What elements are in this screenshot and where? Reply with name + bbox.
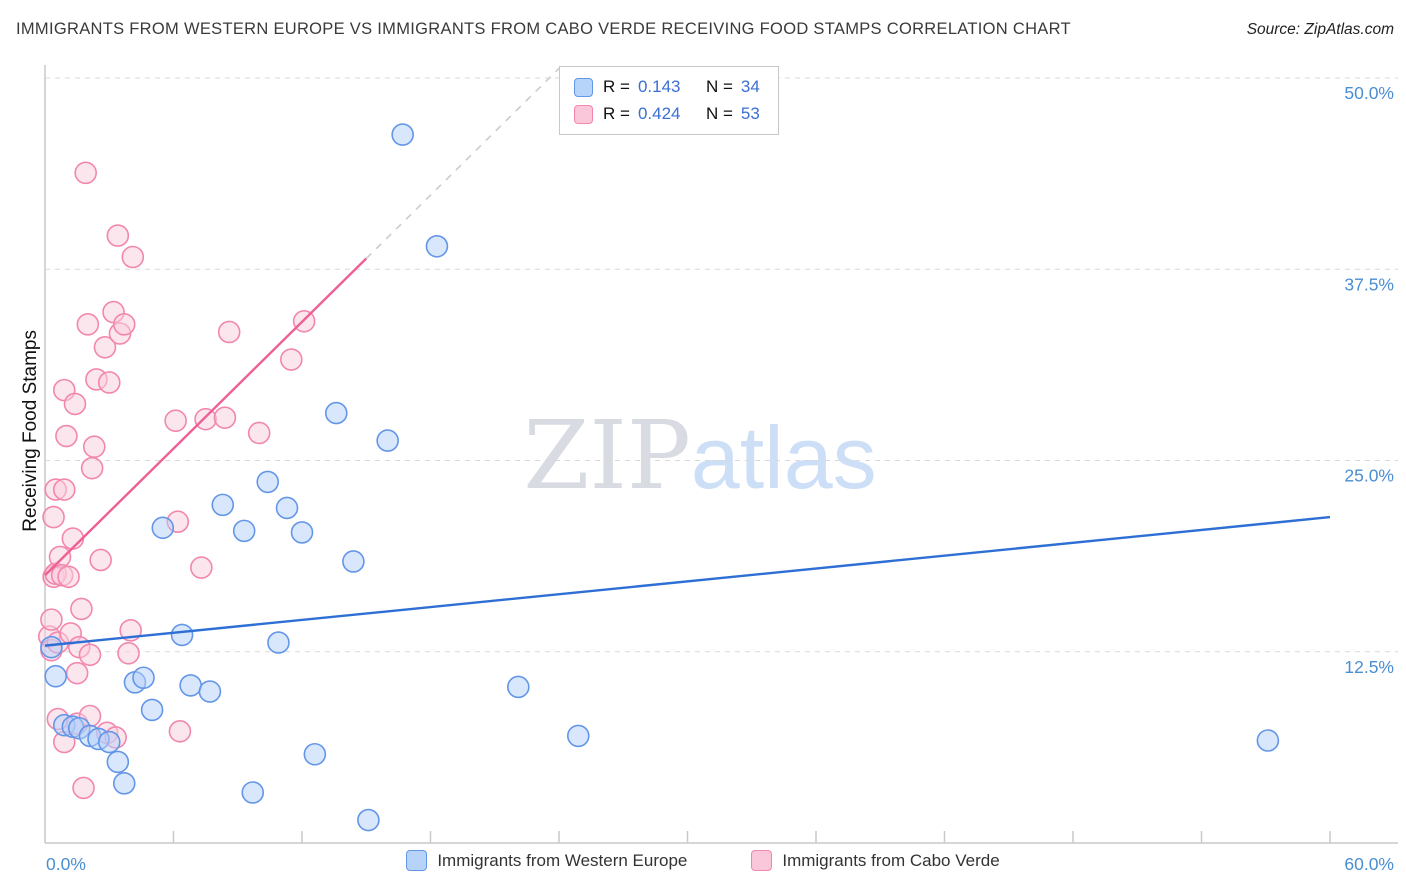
bottom-legend: Immigrants from Western Europe Immigrant… (0, 850, 1406, 871)
scatter-point-cabo-verde[interactable] (80, 456, 104, 480)
scatter-point-western-europe[interactable] (44, 664, 68, 688)
cabo-verde-swatch (751, 850, 773, 871)
scatter-point-cabo-verde[interactable] (52, 478, 76, 501)
scatter-point-western-europe[interactable] (170, 623, 194, 647)
scatter-point-western-europe[interactable] (132, 666, 155, 690)
trendline-cabo-verde (44, 257, 368, 577)
source-credit: Source: ZipAtlas.com (1246, 21, 1394, 38)
scatter-point-cabo-verde[interactable] (168, 720, 192, 743)
x-min-label: 0.0% (46, 854, 86, 874)
scatter-point-cabo-verde[interactable] (40, 608, 63, 631)
y-tick-label: 12.5% (1344, 657, 1394, 677)
y-tick-label: 50.0% (1344, 83, 1394, 103)
scatter-point-western-europe[interactable] (324, 401, 348, 425)
scatter-point-cabo-verde[interactable] (194, 407, 217, 431)
scatter-point-cabo-verde[interactable] (61, 527, 85, 550)
legend-box: R = 0.143 N = 34 R = 0.424 N = 53 (559, 66, 779, 135)
scatter-point-cabo-verde[interactable] (217, 320, 241, 344)
scatter-point-cabo-verde[interactable] (57, 565, 80, 589)
scatter-point-cabo-verde[interactable] (93, 335, 117, 359)
scatter-point-cabo-verde[interactable] (121, 245, 145, 269)
r-label: R = (603, 104, 630, 123)
scatter-point-western-europe[interactable] (267, 631, 290, 654)
n-label: N = (705, 104, 733, 123)
scatter-point-western-europe[interactable] (106, 750, 130, 774)
scatter-point-western-europe[interactable] (425, 235, 449, 258)
r-value-western-europe: 0.143 (637, 77, 681, 96)
scatter-point-cabo-verde[interactable] (82, 435, 106, 459)
n-label: N = (705, 77, 733, 96)
scatter-point-western-europe[interactable] (1256, 729, 1280, 752)
scatter-point-western-europe[interactable] (256, 470, 280, 494)
scatter-point-cabo-verde[interactable] (247, 421, 271, 445)
scatter-point-cabo-verde[interactable] (70, 597, 93, 621)
scatter-point-western-europe[interactable] (97, 730, 121, 754)
n-value-western-europe: 34 (740, 77, 760, 96)
legend-row-cabo-verde: R = 0.424 N = 53 (574, 104, 760, 124)
x-max-label: 60.0% (1344, 854, 1394, 874)
scatter-point-cabo-verde[interactable] (65, 661, 89, 685)
scatter-point-cabo-verde[interactable] (164, 409, 187, 433)
western-europe-swatch (406, 850, 428, 871)
scatter-point-cabo-verde[interactable] (190, 556, 213, 579)
r-value-cabo-verde: 0.424 (637, 104, 681, 123)
scatter-point-western-europe[interactable] (241, 781, 265, 804)
scatter-point-western-europe[interactable] (40, 635, 63, 659)
y-tick-label: 37.5% (1344, 274, 1394, 294)
bottom-legend-item-cabo-verde: Immigrants from Cabo Verde (751, 850, 1000, 871)
scatter-point-western-europe[interactable] (376, 429, 399, 452)
scatter-point-western-europe[interactable] (211, 493, 235, 517)
scatter-point-cabo-verde[interactable] (97, 371, 121, 394)
scatter-point-western-europe[interactable] (198, 680, 222, 703)
scatter-point-cabo-verde[interactable] (76, 313, 100, 336)
scatter-point-cabo-verde[interactable] (117, 641, 140, 665)
scatter-point-western-europe[interactable] (140, 698, 164, 722)
scatter-point-western-europe[interactable] (179, 674, 202, 697)
scatter-point-cabo-verde[interactable] (213, 406, 237, 429)
scatter-point-western-europe[interactable] (112, 772, 136, 795)
scatter-point-cabo-verde[interactable] (279, 348, 303, 371)
scatter-point-western-europe[interactable] (303, 742, 327, 766)
trendline-cabo-verde-extension (365, 63, 564, 260)
scatter-point-cabo-verde[interactable] (112, 313, 136, 336)
western-europe-swatch (574, 77, 593, 97)
scatter-point-western-europe[interactable] (566, 724, 590, 748)
scatter-point-western-europe[interactable] (290, 521, 314, 544)
scatter-point-cabo-verde[interactable] (106, 224, 130, 247)
r-label: R = (603, 77, 630, 96)
watermark: ZIPatlas (523, 401, 876, 511)
legend-row-western-europe: R = 0.143 N = 34 (574, 77, 760, 97)
scatter-point-cabo-verde[interactable] (55, 424, 78, 448)
y-tick-label: 25.0% (1344, 466, 1394, 486)
bottom-legend-label: Immigrants from Cabo Verde (782, 850, 1000, 870)
chart-title: IMMIGRANTS FROM WESTERN EUROPE VS IMMIGR… (16, 20, 1071, 38)
scatter-point-western-europe[interactable] (357, 808, 380, 832)
cabo-verde-swatch (574, 104, 593, 124)
n-value-cabo-verde: 53 (740, 104, 760, 123)
scatter-point-western-europe[interactable] (232, 519, 256, 543)
scatter-point-cabo-verde[interactable] (78, 643, 102, 667)
scatter-point-cabo-verde[interactable] (63, 392, 87, 416)
scatter-point-western-europe[interactable] (151, 516, 175, 540)
scatter-point-western-europe[interactable] (391, 123, 414, 146)
scatter-point-cabo-verde[interactable] (42, 505, 65, 529)
scatter-point-western-europe[interactable] (507, 675, 530, 699)
bottom-legend-label: Immigrants from Western Europe (437, 850, 688, 870)
trendline-western-europe (44, 515, 1331, 647)
scatter-point-cabo-verde[interactable] (89, 548, 112, 572)
scatter-point-cabo-verde[interactable] (72, 776, 95, 800)
scatter-point-western-europe[interactable] (275, 496, 299, 520)
bottom-legend-item-western-europe: Immigrants from Western Europe (406, 850, 687, 871)
scatter-point-western-europe[interactable] (342, 550, 365, 573)
scatter-point-cabo-verde[interactable] (74, 161, 97, 185)
